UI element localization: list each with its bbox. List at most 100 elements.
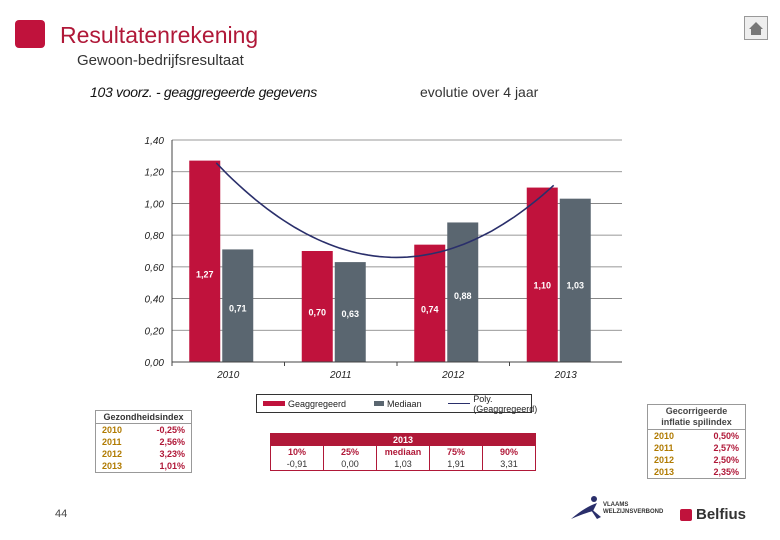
data-label: 0,71	[229, 303, 247, 313]
legend-swatch-trend	[447, 403, 471, 404]
y-tick-label: 0,20	[145, 326, 165, 337]
chart-note: evolutie over 4 jaar	[420, 84, 539, 100]
inflation-year: 2010	[654, 431, 675, 441]
trend-line	[215, 162, 555, 259]
inflation-table: Gecorrigeerde inflatie spilindex 2010 0,5…	[647, 404, 746, 479]
legend-label-trend: Poly. (Geaggregeerd)	[473, 393, 538, 414]
health-value: -0,25%	[156, 425, 185, 435]
belfius-logo: Belfius	[680, 506, 746, 523]
percentile-label: 75%	[446, 447, 465, 457]
percentile-label: 90%	[499, 447, 518, 457]
health-year: 2010	[102, 425, 123, 435]
inflation-row: 2013 2,35%	[648, 466, 745, 478]
x-tick-label: 2013	[554, 370, 578, 381]
inflation-value: 2,50%	[713, 455, 739, 465]
inflation-row: 2012 2,50%	[648, 454, 745, 466]
home-icon[interactable]	[744, 16, 768, 40]
health-year: 2011	[102, 437, 122, 447]
y-tick-label: 1,20	[145, 168, 165, 179]
x-tick-label: 2011	[329, 370, 352, 381]
data-label: 0,74	[421, 305, 439, 315]
chart-title: 103 voorz. - geaggregeerde gegevens	[90, 84, 317, 100]
legend-item-mediaan: Mediaan	[374, 399, 422, 409]
health-index-title: Gezondheidsindex	[96, 411, 191, 424]
percentile-value: 0,00	[341, 459, 359, 469]
page-number: 44	[55, 508, 68, 520]
bar-chart: 0,00 0,20 0,40 0,60 0,80 1,00 1,20 1,40 1,27 0,71…	[145, 136, 622, 381]
y-tick-label: 1,00	[145, 199, 165, 210]
percentile-column: 10% -0,91	[271, 446, 324, 470]
bar-mediaan	[447, 222, 479, 362]
inflation-row: 2010 0,50%	[648, 430, 745, 442]
health-index-row: 2012 3,23%	[96, 448, 191, 460]
legend-item-trend: Poly. (Geaggregeerd)	[447, 393, 543, 414]
percentile-label: mediaan	[384, 447, 422, 457]
data-label: 1,03	[566, 281, 584, 291]
percentile-value: -0,91	[286, 459, 308, 469]
legend-swatch-mediaan	[374, 401, 385, 406]
vlaams-logo-text: VLAAMS WELZIJNSVERBOND	[603, 502, 663, 516]
health-value: 1,01%	[159, 461, 185, 471]
bar-mediaan	[559, 198, 591, 362]
inflation-value: 0,50%	[713, 431, 739, 441]
inflation-value: 2,35%	[713, 467, 739, 477]
data-label: 0,63	[341, 309, 359, 319]
belfius-logo-text: Belfius	[696, 506, 747, 523]
percentile-label: 25%	[340, 447, 359, 457]
y-tick-label: 0,00	[145, 358, 165, 369]
percentile-column: 75% 1,91	[430, 446, 483, 470]
data-label: 0,70	[308, 307, 326, 317]
percentile-value: 1,91	[447, 459, 465, 469]
legend-item-geaggregeerd: Geaggregeerd	[263, 399, 346, 409]
inflation-row: 2011 2,57%	[648, 442, 745, 454]
health-index-row: 2010 -0,25%	[96, 424, 191, 436]
vlaams-logo-line1: VLAAMS	[603, 502, 629, 508]
inflation-year: 2012	[654, 455, 675, 465]
y-tick-label: 1,40	[145, 136, 165, 147]
inflation-title: Gecorrigeerde inflatie spilindex	[648, 405, 745, 430]
page-subtitle: Gewoon-bedrijfsresultaat	[77, 52, 244, 69]
data-label: 1,10	[533, 281, 551, 291]
y-tick-label: 0,60	[145, 263, 165, 274]
legend-label-geaggregeerd: Geaggregeerd	[288, 398, 347, 409]
health-year: 2013	[102, 461, 123, 471]
x-tick-label: 2012	[441, 370, 465, 381]
legend-swatch-geaggregeerd	[263, 401, 285, 406]
page-title: Resultatenrekening	[60, 22, 259, 48]
inflation-title-line2: inflatie spilindex	[661, 417, 732, 427]
chart-legend: Geaggregeerd Mediaan Poly. (Geaggregeerd…	[256, 394, 537, 414]
legend-label-mediaan: Mediaan	[387, 398, 422, 409]
health-index-row: 2013 1,01%	[96, 460, 191, 472]
x-tick-label: 2010	[216, 370, 240, 381]
health-index-table: Gezondheidsindex 2010 -0,25% 2011 2,56% 20…	[95, 410, 192, 473]
bar-geaggregeerd	[526, 187, 558, 362]
health-value: 3,23%	[159, 449, 185, 459]
health-index-row: 2011 2,56%	[96, 436, 191, 448]
percentile-table: 2013 10% -0,91 25% 0,00 mediaan 1,03 75% 1,9…	[270, 433, 536, 471]
percentile-year: 2013	[271, 434, 535, 446]
percentile-column: 90% 3,31	[483, 446, 535, 470]
health-year: 2012	[102, 449, 123, 459]
vlaams-welzijnsverbond-logo	[571, 496, 601, 519]
belfius-logo-mark	[680, 508, 692, 521]
y-tick-label: 0,80	[145, 231, 165, 242]
bar-geaggregeerd	[414, 244, 446, 362]
y-tick-label: 0,40	[145, 295, 165, 306]
bar-mediaan	[334, 262, 366, 362]
vlaams-logo-line2: WELZIJNSVERBOND	[603, 509, 664, 515]
inflation-value: 2,57%	[713, 443, 739, 453]
bar-geaggregeerd	[189, 160, 221, 362]
data-label: 0,88	[454, 291, 472, 301]
percentile-value: 1,03	[394, 459, 412, 469]
percentile-value: 3,31	[500, 459, 518, 469]
data-label: 1,27	[196, 269, 214, 279]
health-value: 2,56%	[159, 437, 185, 447]
inflation-year: 2011	[654, 443, 674, 453]
inflation-title-line1: Gecorrigeerde	[665, 406, 728, 416]
percentile-grid: 10% -0,91 25% 0,00 mediaan 1,03 75% 1,91 90%…	[271, 446, 535, 470]
percentile-label: 10%	[287, 447, 306, 457]
percentile-column: mediaan 1,03	[377, 446, 430, 470]
title-marker	[15, 20, 45, 48]
inflation-year: 2013	[654, 467, 675, 477]
bar-geaggregeerd	[301, 251, 333, 362]
